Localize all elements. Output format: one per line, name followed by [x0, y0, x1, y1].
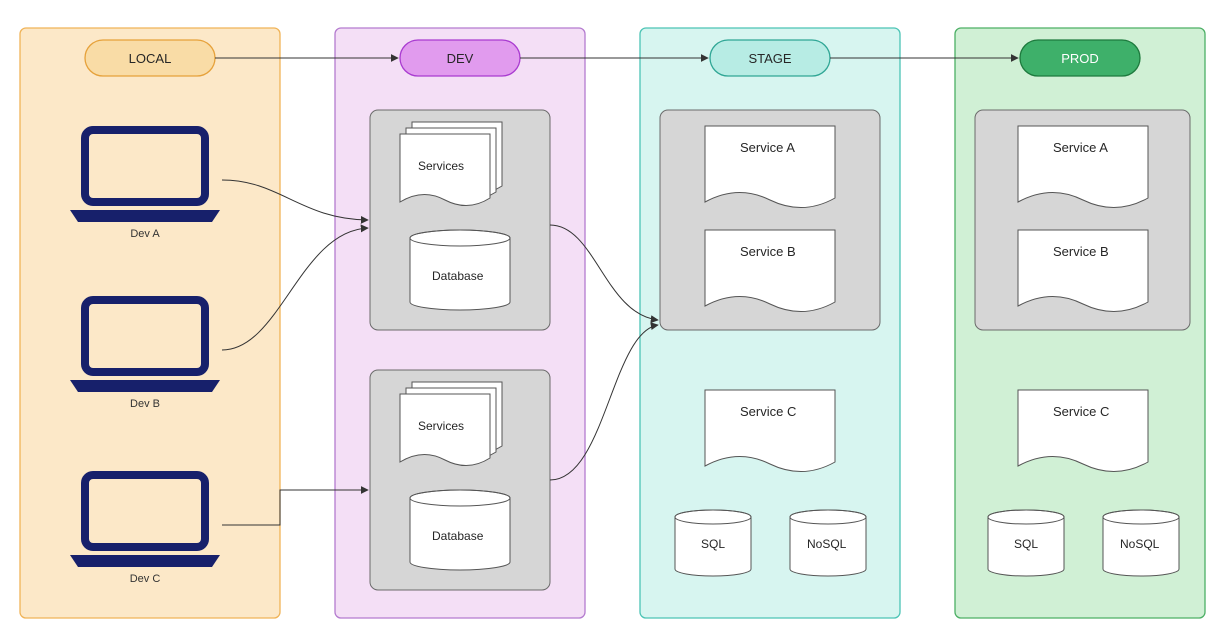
local-header-label: LOCAL	[129, 51, 172, 66]
stage-header-label: STAGE	[748, 51, 791, 66]
service-c-label: Service C	[1053, 404, 1109, 419]
sql-label: SQL	[701, 537, 725, 551]
laptop-label: Dev B	[130, 398, 160, 410]
prod-header-label: PROD	[1061, 51, 1099, 66]
database-label: Database	[432, 269, 484, 283]
service-b-label: Service B	[740, 244, 796, 259]
database-label: Database	[432, 529, 484, 543]
dev-header-label: DEV	[447, 51, 474, 66]
service-c-label: Service C	[740, 404, 796, 419]
services-label: Services	[418, 419, 464, 433]
local-column	[20, 28, 280, 618]
prod-services-group: Service A Service B	[975, 110, 1190, 330]
env-local: LOCAL	[20, 28, 280, 618]
service-a-label: Service A	[1053, 140, 1108, 155]
dev-service-box-1: Services Database	[370, 110, 550, 330]
service-b-label: Service B	[1053, 244, 1109, 259]
service-a-label: Service A	[740, 140, 795, 155]
laptop-label: Dev A	[130, 228, 160, 240]
sql-label: SQL	[1014, 537, 1038, 551]
laptop-label: Dev C	[130, 573, 161, 585]
services-label: Services	[418, 159, 464, 173]
nosql-label: NoSQL	[807, 537, 847, 551]
nosql-label: NoSQL	[1120, 537, 1160, 551]
stage-services-group: Service A Service B	[660, 110, 880, 330]
dev-service-box-2: Services Database	[370, 370, 550, 590]
